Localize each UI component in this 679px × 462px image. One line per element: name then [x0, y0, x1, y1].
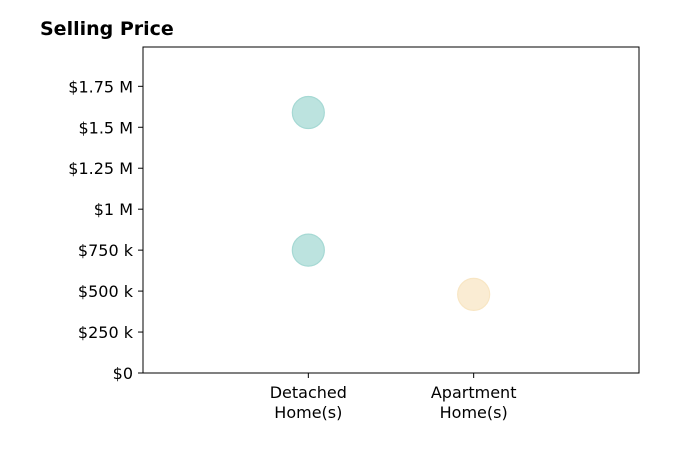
data-point: [291, 95, 325, 130]
data-point: [457, 277, 491, 311]
y-tick-label: $1.5 M: [78, 118, 133, 137]
plot-frame: [142, 46, 640, 374]
x-tick-label: Apartment: [431, 383, 517, 402]
y-axis: $0 $250 k $500 k $750 k $1 M $1.25 M $1.5 M $1.…: [68, 77, 143, 383]
chart-title: Selling Price: [40, 18, 174, 40]
y-tick-label: $1 M: [94, 200, 133, 219]
x-tick-label: Detached: [270, 383, 347, 402]
x-tick-label: Home(s): [440, 403, 508, 422]
data-point: [291, 233, 325, 267]
y-tick-label: $500 k: [78, 282, 134, 301]
y-tick-label: $0: [113, 364, 133, 383]
y-tick-label: $1.75 M: [68, 77, 133, 96]
data-points: [291, 95, 491, 311]
y-tick-label: $1.25 M: [68, 159, 133, 178]
y-tick-label: $750 k: [78, 241, 134, 260]
x-tick-label: Home(s): [274, 403, 342, 422]
y-tick-label: $250 k: [78, 323, 134, 342]
